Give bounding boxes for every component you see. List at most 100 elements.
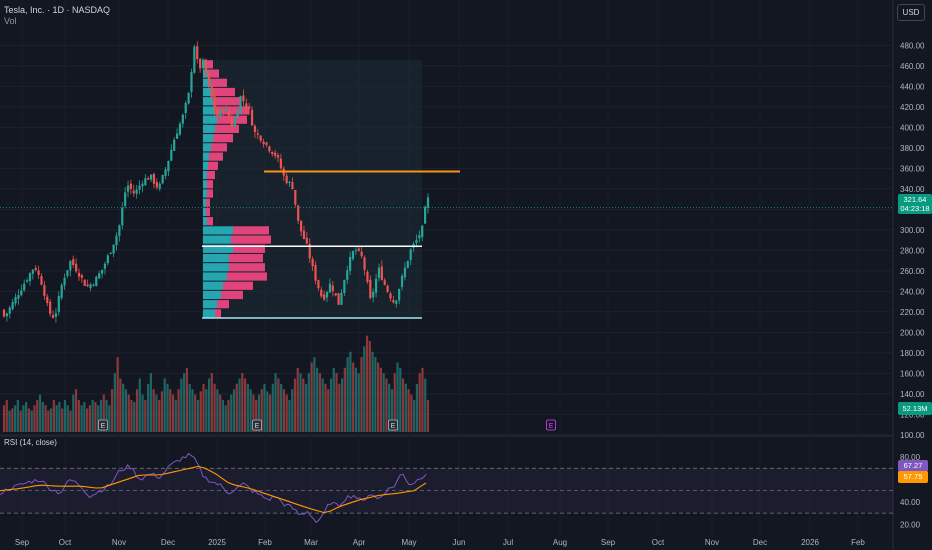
profile-up-bar xyxy=(203,253,229,263)
volume-bar xyxy=(232,389,236,432)
volume-bar xyxy=(277,378,280,432)
price-axis[interactable]: 480.00 460.00 440.00 420.00 400.00 380.00 360.… xyxy=(900,41,925,529)
time-axis[interactable]: Sep Oct Nov Dec 2025 Feb Mar Apr May Jun Jul Aug Sep… xyxy=(15,538,866,547)
volume-bar xyxy=(227,399,230,432)
candle-body xyxy=(144,178,147,186)
candle-body xyxy=(152,173,156,184)
volume-bar xyxy=(102,394,105,432)
volume-bar xyxy=(354,367,358,432)
candle-body xyxy=(268,146,271,152)
rsi-label[interactable]: RSI (14, close) xyxy=(4,438,57,447)
profile-down-bar xyxy=(233,226,269,235)
volume-bar xyxy=(221,399,225,432)
profile-down-bar xyxy=(206,207,210,217)
volume-bar xyxy=(424,378,427,432)
candle-body xyxy=(349,257,352,271)
volume-bar xyxy=(133,402,136,432)
time-tick-label: 2026 xyxy=(801,538,819,547)
profile-down-bar xyxy=(211,143,227,152)
time-tick-label: Sep xyxy=(601,538,616,547)
candle-body xyxy=(106,255,109,264)
candle-body xyxy=(302,230,306,239)
profile-up-bar xyxy=(203,124,215,134)
candle-body xyxy=(196,46,199,60)
volume-bar xyxy=(321,378,324,432)
currency-button[interactable]: USD xyxy=(897,4,925,21)
volume-bar xyxy=(47,410,50,432)
candle-body xyxy=(386,285,389,293)
profile-down-bar xyxy=(215,124,239,134)
candle-body xyxy=(49,301,52,314)
volume-bar xyxy=(83,402,86,432)
candle-body xyxy=(305,237,308,244)
volume-bar xyxy=(19,410,22,432)
profile-down-bar xyxy=(207,189,213,198)
candle-body xyxy=(150,174,153,180)
volume-bar xyxy=(183,373,186,432)
volume-bar xyxy=(216,389,219,432)
volume-bar xyxy=(268,394,272,432)
volume-bar xyxy=(13,405,17,432)
volume-bar xyxy=(27,408,31,432)
candle-body xyxy=(299,220,303,232)
candle-body xyxy=(236,111,239,119)
volume-bar xyxy=(407,389,410,432)
candle-body xyxy=(357,248,360,251)
volume-bar xyxy=(196,399,200,432)
candle-body xyxy=(115,235,118,246)
candle-body xyxy=(54,313,58,317)
candle-body xyxy=(424,206,427,224)
volume-bar xyxy=(260,389,263,432)
price-tick-label: 440.00 xyxy=(900,82,925,91)
time-tick-label: Feb xyxy=(258,538,272,547)
candle-body xyxy=(155,182,158,188)
volume-bar xyxy=(238,378,241,432)
earnings-marker-box xyxy=(388,419,398,431)
volume-bar xyxy=(191,389,194,432)
candle-body xyxy=(276,155,280,158)
volume-bar xyxy=(22,405,25,432)
candle-body xyxy=(331,285,334,292)
candle-body xyxy=(337,293,340,305)
candle-body xyxy=(25,280,29,282)
candle-body xyxy=(92,284,95,286)
time-tick-label: Nov xyxy=(705,538,719,547)
volume-bar xyxy=(25,402,28,432)
candle-body xyxy=(129,183,133,189)
time-tick-label: May xyxy=(401,538,416,547)
profile-down-bar xyxy=(215,309,221,318)
candle-body xyxy=(426,197,430,208)
symbol-title[interactable]: Tesla, Inc. · 1D · NASDAQ xyxy=(4,5,111,15)
candlesticks xyxy=(2,41,430,323)
volume-bar xyxy=(352,362,355,432)
candle-body xyxy=(100,269,104,274)
candle-body xyxy=(233,118,236,127)
time-tick-label: Oct xyxy=(652,538,665,547)
earnings-marker-label: E xyxy=(101,423,106,430)
volume-bar xyxy=(327,389,330,432)
volume-bar xyxy=(340,378,344,432)
price-tick-label: 160.00 xyxy=(900,369,925,378)
candle-body xyxy=(135,189,138,194)
candle-body xyxy=(126,185,130,192)
volume-bar xyxy=(61,408,64,432)
profile-down-bar xyxy=(207,60,213,69)
candle-body xyxy=(383,280,386,285)
profile-up-bar xyxy=(203,170,207,180)
volume-bar xyxy=(346,357,349,432)
candle-body xyxy=(343,280,346,293)
volume-bar xyxy=(122,383,125,432)
volume-bar xyxy=(288,399,291,432)
rsi-pane xyxy=(0,452,893,524)
time-tick-label: Aug xyxy=(553,538,567,547)
volume-bar xyxy=(266,391,269,432)
profile-down-bar xyxy=(213,87,235,97)
candle-body xyxy=(69,260,72,271)
volume-bar xyxy=(8,410,11,432)
rsi-ma-line xyxy=(0,465,427,514)
profile-up-bar xyxy=(203,272,227,281)
candle-body xyxy=(265,142,268,145)
volume-bar xyxy=(66,405,69,432)
